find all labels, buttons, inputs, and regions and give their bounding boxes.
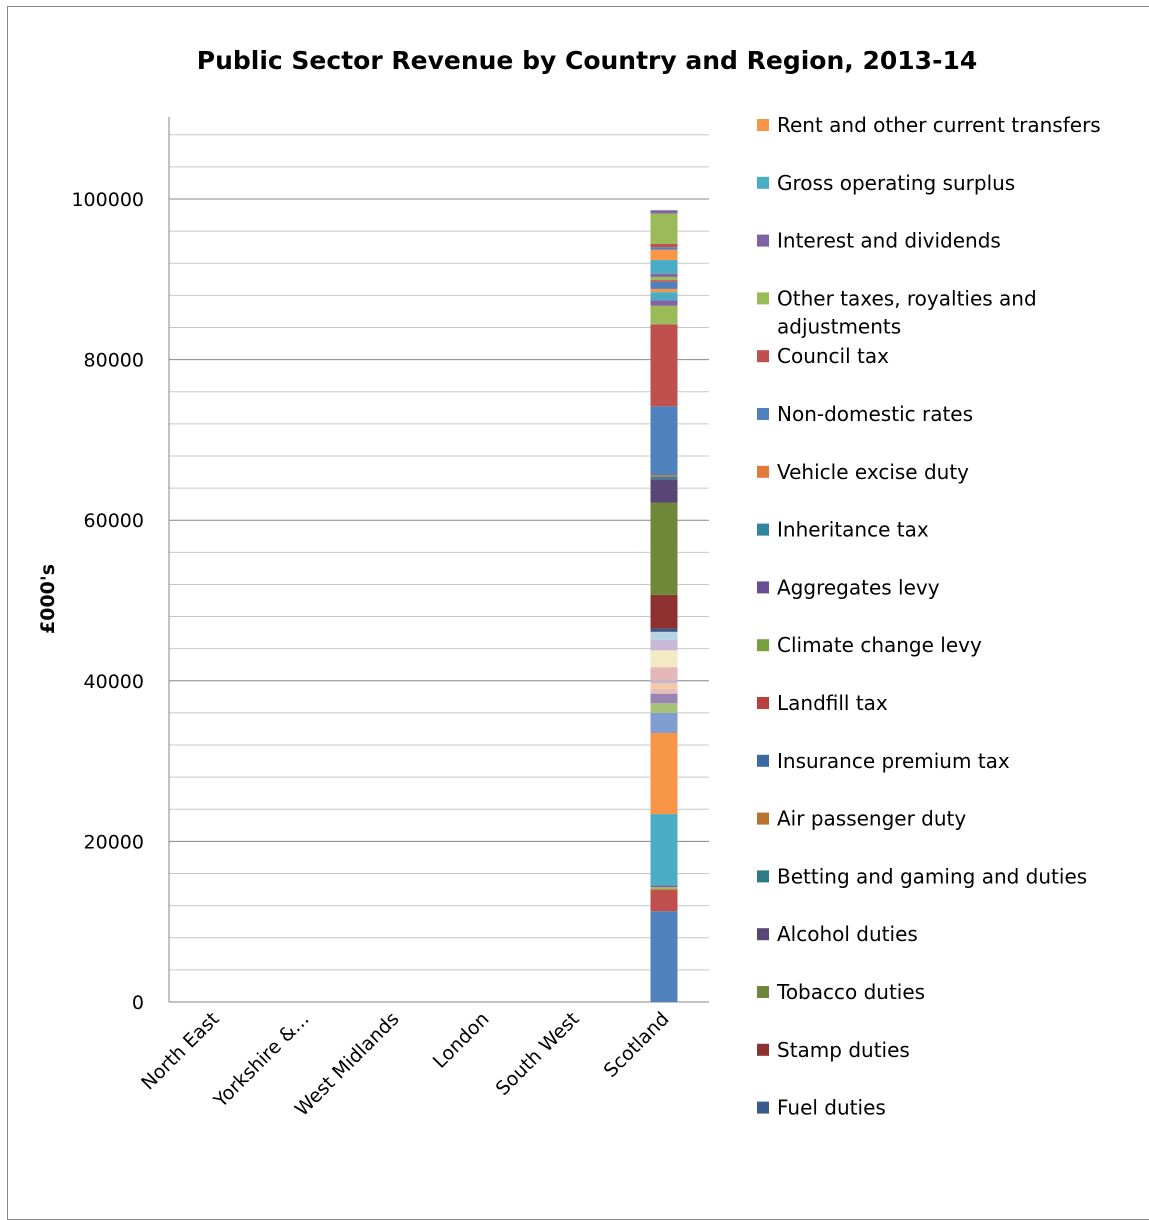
bar-segment bbox=[650, 249, 678, 261]
bar-segment bbox=[650, 639, 678, 651]
bar-segment bbox=[650, 324, 678, 407]
bar-segment bbox=[650, 688, 678, 694]
chart-title: Public Sector Revenue by Country and Reg… bbox=[197, 46, 977, 75]
legend-label: Landfill tax bbox=[777, 691, 888, 715]
bar-segment bbox=[650, 502, 678, 595]
bar-segment bbox=[650, 685, 678, 689]
chart-area: Public Sector Revenue by Country and Reg… bbox=[7, 6, 1149, 1220]
bar-segment bbox=[650, 406, 678, 476]
legend-label: Betting and gaming and duties bbox=[777, 864, 1087, 888]
x-tick-label: North East bbox=[137, 1008, 223, 1094]
legend-label: Tobacco duties bbox=[776, 980, 925, 1004]
bar-segment bbox=[650, 703, 678, 713]
bar-segment bbox=[650, 260, 678, 274]
bar-segment bbox=[650, 667, 678, 681]
bar-segment bbox=[650, 213, 678, 244]
x-tick-label: Scotland bbox=[600, 1008, 674, 1082]
legend-swatch bbox=[757, 176, 769, 189]
y-tick-label: 100000 bbox=[71, 189, 144, 211]
bar-segment bbox=[650, 247, 678, 250]
bar-segment bbox=[650, 628, 678, 632]
legend-swatch bbox=[757, 581, 769, 594]
legend-label: Council tax bbox=[777, 344, 889, 368]
legend-label: Aggregates levy bbox=[777, 575, 940, 599]
legend-swatch bbox=[757, 523, 769, 536]
legend-swatch bbox=[757, 1101, 769, 1114]
legend-swatch bbox=[757, 986, 769, 998]
legend-label: Climate change levy bbox=[777, 633, 982, 657]
legend-label: Other taxes, royalties and adjustments bbox=[777, 286, 1037, 338]
legend-swatch bbox=[757, 754, 769, 767]
legend-label: Rent and other current transfers bbox=[777, 113, 1101, 137]
legend-label: Gross operating surplus bbox=[777, 171, 1015, 195]
legend-swatch bbox=[757, 870, 769, 883]
legend-label: Inheritance tax bbox=[777, 518, 929, 542]
bar-segment bbox=[650, 281, 678, 289]
bar-segment bbox=[650, 889, 678, 912]
legend-label: Vehicle excise duty bbox=[777, 460, 969, 484]
bar-segment bbox=[650, 680, 678, 684]
legend-label: Stamp duties bbox=[777, 1038, 910, 1062]
bar-segment bbox=[650, 887, 678, 890]
bar-segment bbox=[650, 475, 678, 477]
bar-segment bbox=[650, 479, 678, 503]
legend-label: Alcohol duties bbox=[777, 922, 918, 946]
gridlines bbox=[169, 134, 709, 971]
legend-swatch bbox=[757, 408, 769, 420]
bar-segment bbox=[650, 712, 678, 733]
bar-segment bbox=[650, 288, 678, 293]
y-tick-labels: 0 20000 40000 60000 80000 100000 bbox=[71, 189, 144, 1014]
y-tick-label: 80000 bbox=[84, 350, 144, 372]
x-tick-label: South West bbox=[492, 1008, 584, 1100]
y-tick-label: 60000 bbox=[84, 510, 144, 532]
legend-swatch bbox=[757, 812, 769, 825]
legend-swatch bbox=[757, 119, 769, 131]
bar-segment bbox=[650, 631, 678, 640]
legend-swatch bbox=[757, 465, 769, 478]
x-tick-label: London bbox=[429, 1008, 494, 1073]
legend-label: Interest and dividends bbox=[777, 229, 1001, 253]
legend-swatch bbox=[757, 292, 769, 305]
bar-segment bbox=[650, 594, 678, 629]
bar-segment bbox=[650, 276, 678, 281]
legend-swatch bbox=[757, 1043, 769, 1056]
y-tick-label: 40000 bbox=[84, 671, 144, 693]
bar-segment bbox=[650, 210, 678, 214]
bar-segment bbox=[650, 911, 678, 1002]
bar-segment bbox=[650, 732, 678, 815]
bar-segment bbox=[650, 292, 678, 301]
bar-segment bbox=[650, 885, 678, 888]
bar-segment bbox=[650, 693, 678, 704]
bar-segment bbox=[650, 814, 678, 886]
bar-segment bbox=[650, 305, 678, 325]
legend-label: Insurance premium tax bbox=[777, 749, 1010, 773]
legend-label: Non-domestic rates bbox=[777, 402, 973, 426]
legend-swatch bbox=[757, 234, 769, 247]
bar-segment bbox=[650, 650, 678, 668]
bar-segment bbox=[650, 273, 678, 277]
y-tick-label: 0 bbox=[132, 992, 144, 1014]
legend-label: Air passenger duty bbox=[777, 807, 966, 831]
y-axis-label: £000's bbox=[37, 564, 59, 634]
legend: Rent and other current transfers Gross op… bbox=[757, 113, 1101, 1120]
bar-segment bbox=[650, 280, 678, 282]
legend-swatch bbox=[757, 697, 769, 709]
legend-swatch bbox=[757, 639, 769, 652]
y-tick-label: 20000 bbox=[84, 831, 144, 853]
bars bbox=[650, 210, 678, 1002]
chart-svg: Public Sector Revenue by Country and Reg… bbox=[37, 46, 1101, 1121]
legend-label: Fuel duties bbox=[777, 1096, 886, 1120]
bar-segment bbox=[650, 243, 678, 248]
bar-segment bbox=[650, 300, 678, 306]
bar-segment bbox=[650, 476, 678, 480]
bar-segment bbox=[650, 683, 678, 686]
legend-swatch bbox=[757, 928, 769, 941]
legend-swatch bbox=[757, 350, 769, 363]
